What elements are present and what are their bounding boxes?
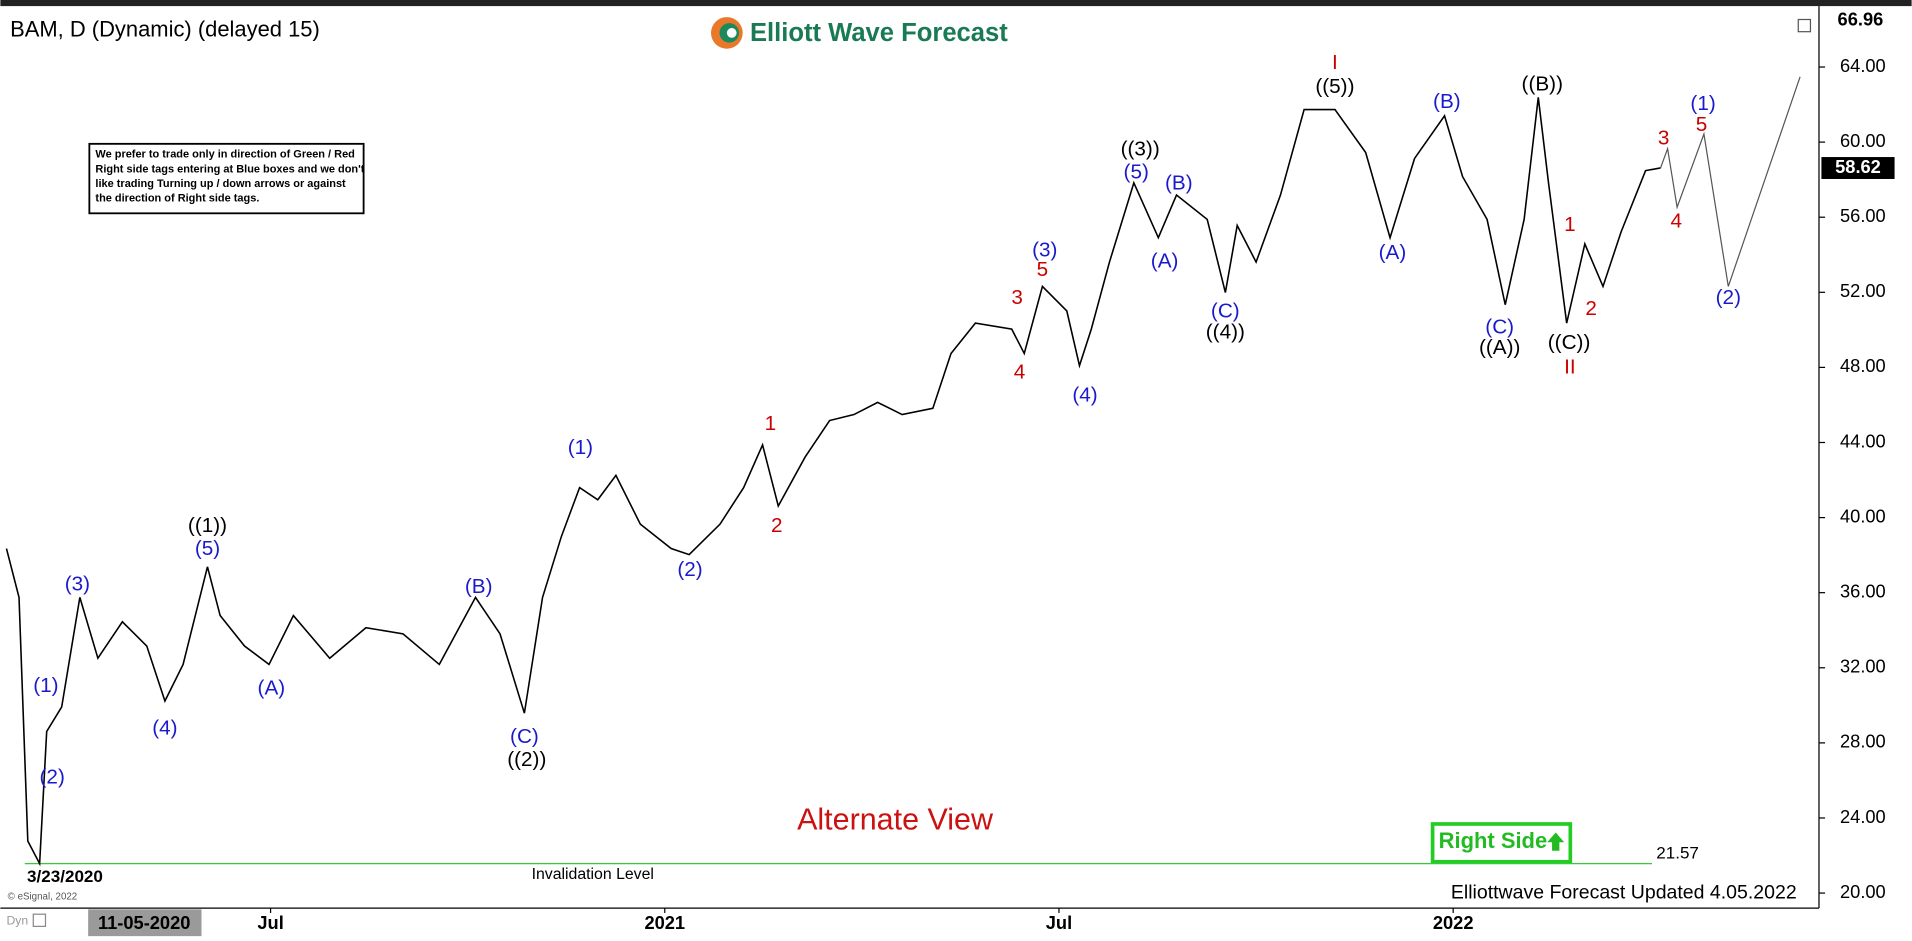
window-icon <box>1797 18 1812 33</box>
invalidation-label: Invalidation Level <box>532 866 654 883</box>
x-tick-label: 2022 <box>1433 912 1474 933</box>
note-line: like trading Turning up / down arrows or… <box>95 178 346 190</box>
wave-label: ((C)) <box>1548 331 1591 354</box>
wave-label: (C) <box>510 725 539 748</box>
wave-label: (5) <box>195 537 220 560</box>
wave-label: 4 <box>1014 360 1026 383</box>
wave-label: (A) <box>1151 250 1179 273</box>
wave-label: ((A)) <box>1479 336 1520 359</box>
wave-label: 5 <box>1696 113 1708 136</box>
y-tick-label: 36.00 <box>1840 581 1886 602</box>
right-side-label: Right Side <box>1439 828 1547 853</box>
wave-label: 2 <box>1585 297 1597 320</box>
right-side-tag: Right Side <box>1430 822 1573 864</box>
wave-label: 2 <box>771 514 783 537</box>
subtitle: Alternate View <box>797 803 994 837</box>
wave-label: 5 <box>1037 258 1049 281</box>
wave-label: 4 <box>1671 209 1683 232</box>
chart-title: BAM, D (Dynamic) (delayed 15) <box>10 16 320 41</box>
wave-label: (A) <box>1379 241 1407 264</box>
wave-label: (B) <box>465 575 493 598</box>
wave-label: (1) <box>1690 92 1715 115</box>
y-tick-label: 52.00 <box>1840 280 1886 301</box>
wave-label: (4) <box>1072 384 1097 407</box>
wave-label: (3) <box>1032 239 1057 262</box>
wave-label: (A) <box>258 676 286 699</box>
copyright: © eSignal, 2022 <box>8 892 78 903</box>
wave-label: ((4)) <box>1206 320 1245 343</box>
x-tick-label: Jul <box>1046 912 1072 933</box>
wave-label: ((B)) <box>1522 73 1563 96</box>
wave-label: (4) <box>152 716 177 739</box>
wave-label: (B) <box>1433 90 1461 113</box>
y-tick-label: 48.00 <box>1840 355 1886 376</box>
cursor-date-box <box>88 909 202 937</box>
y-tick-label: 60.00 <box>1840 130 1886 151</box>
wave-label: (1) <box>568 436 593 459</box>
note-line: We prefer to trade only in direction of … <box>95 149 354 161</box>
y-tick-label: 32.00 <box>1840 656 1886 677</box>
wave-label: (B) <box>1165 171 1193 194</box>
y-tick-label: 40.00 <box>1840 505 1886 526</box>
y-tick-label: 20.00 <box>1840 881 1886 902</box>
wave-label: (1) <box>33 674 58 697</box>
y-tick-label: 28.00 <box>1840 731 1886 752</box>
mode-icon <box>32 913 47 927</box>
last-price: 58.62 <box>1835 156 1881 177</box>
brand: Elliott Wave Forecast <box>750 19 1008 47</box>
wave-label: ((2)) <box>507 748 546 771</box>
wave-label: (2) <box>1716 286 1741 309</box>
updated: Elliottwave Forecast Updated 4.05.2022 <box>1451 882 1797 904</box>
wave-label: I <box>1332 51 1338 74</box>
cursor-date: 11-05-2020 <box>98 912 190 933</box>
wave-label: 1 <box>765 412 777 435</box>
wave-label: (C) <box>1211 299 1240 322</box>
y-tick-label: 64.00 <box>1840 55 1886 76</box>
up-arrow <box>1547 832 1565 851</box>
wave-label: (2) <box>40 765 65 788</box>
y-tick-label: 44.00 <box>1840 430 1886 451</box>
right-side-frame <box>1430 822 1573 864</box>
top-band <box>0 0 1912 7</box>
wave-label: 3 <box>1658 126 1670 149</box>
logo: Elliott Wave Forecast <box>710 17 1008 49</box>
logo-icon-core <box>726 28 737 38</box>
mode: Dyn <box>6 914 28 928</box>
wave-label: (C) <box>1485 315 1514 338</box>
wave-label: (3) <box>65 573 90 596</box>
wave-label: II <box>1564 356 1576 379</box>
wave-label: ((3)) <box>1121 137 1160 160</box>
y-tick-label: 56.00 <box>1840 205 1886 226</box>
low-date: 3/23/2020 <box>27 867 103 886</box>
note-frame <box>88 142 365 215</box>
last-price-box <box>1821 157 1895 179</box>
wave-label: ((5)) <box>1315 75 1354 98</box>
wave-label: 1 <box>1564 213 1576 236</box>
x-tick-label: 2021 <box>644 912 685 933</box>
x-tick-label: Jul <box>257 912 283 933</box>
y-tick-label: 24.00 <box>1840 806 1886 827</box>
top-price: 66.96 <box>1838 9 1884 30</box>
wave-label: ((1)) <box>188 514 227 537</box>
wave-label: (5) <box>1124 161 1149 184</box>
note-box: We prefer to trade only in direction of … <box>88 142 365 215</box>
wave-label: 3 <box>1011 286 1023 309</box>
price-line <box>1659 76 1801 287</box>
note-line: the direction of Right side tags. <box>95 193 259 205</box>
price-line <box>5 97 1661 867</box>
invalidation-value: 21.57 <box>1656 843 1699 862</box>
note-line: Right side tags entering at Blue boxes a… <box>95 163 364 175</box>
wave-label: (2) <box>677 558 702 581</box>
